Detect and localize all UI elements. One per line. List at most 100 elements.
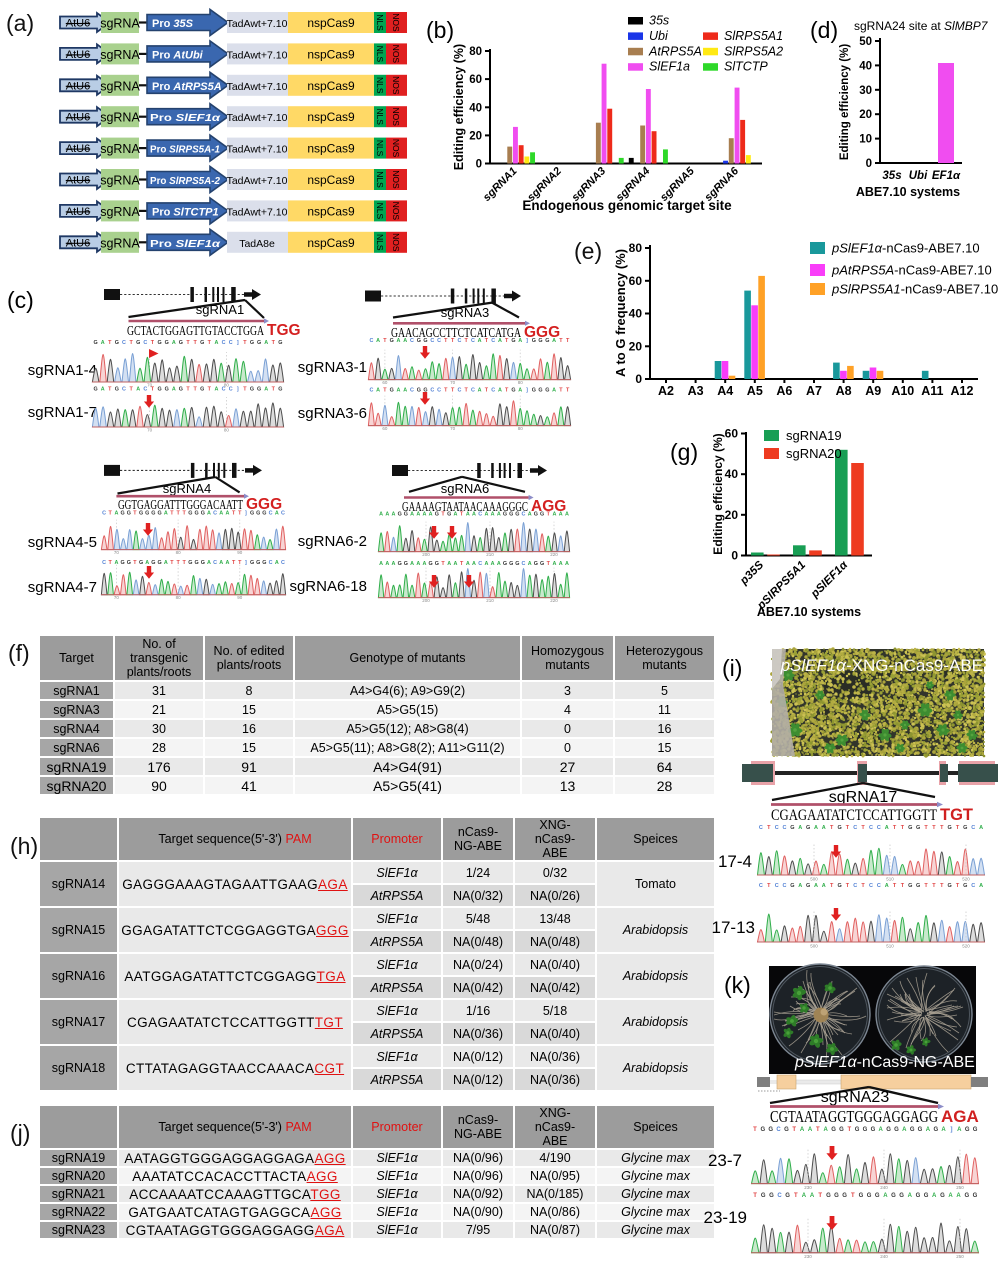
svg-text:NLS: NLS [375,171,385,188]
svg-text:C: C [522,511,526,517]
svg-text:G: G [250,560,254,566]
svg-text:ABE7.10 systems: ABE7.10 systems [856,185,960,199]
svg-text:T: T [108,387,112,393]
svg-text:TGG: TGG [267,322,301,339]
svg-text:A: A [498,388,502,394]
svg-text:T: T [193,387,197,393]
svg-text:NOS: NOS [391,107,401,126]
svg-text:Editing efficiency (%): Editing efficiency (%) [452,44,466,170]
svg-text:sgRNA: sgRNA [100,48,140,62]
svg-text:sgRNA6-2: sgRNA6-2 [298,533,367,550]
svg-text:A: A [528,561,532,567]
svg-text:A: A [416,561,420,567]
svg-text:GGTGAGGATTTGGGACAATT: GGTGAGGATTTGGGACAATT [118,498,243,513]
svg-text:A: A [453,511,457,517]
svg-text:T: T [109,560,113,566]
svg-text:70: 70 [147,383,153,388]
svg-text:G: G [262,510,266,516]
svg-text:C: C [410,388,414,394]
svg-text:G: G [423,338,427,344]
svg-text:A: A [101,340,105,346]
svg-text:A: A [379,561,383,567]
svg-text:TadA8e: TadA8e [239,238,275,250]
svg-text:T: T [183,560,187,566]
svg-text:T: T [441,511,445,517]
svg-text:C: C [122,387,126,393]
svg-text:A: A [214,340,218,346]
svg-text:A: A [478,338,482,344]
svg-text:30: 30 [859,85,872,97]
svg-text:C: C [222,387,226,393]
svg-text:G: G [165,340,169,346]
svg-text:A: A [172,340,176,346]
svg-text:A: A [385,511,389,517]
svg-text:T: T [238,510,242,516]
svg-text:NLS: NLS [375,77,385,94]
svg-text:210: 210 [486,552,494,557]
svg-text:A: A [498,338,502,344]
svg-text:sgRNA4: sgRNA4 [163,481,211,496]
svg-text:T: T [485,388,489,394]
svg-text:A: A [423,511,427,517]
svg-text:40: 40 [629,307,643,321]
svg-text:G: G [201,560,205,566]
svg-text:Ubi: Ubi [649,29,669,43]
svg-text:90: 90 [237,550,243,555]
svg-text:G: G [534,511,538,517]
svg-text:35s: 35s [882,170,901,182]
svg-text:40: 40 [469,102,482,114]
svg-text:AtU6: AtU6 [66,206,90,218]
svg-text:G: G [179,387,183,393]
svg-text:20: 20 [725,508,739,522]
svg-text:G: G [194,560,198,566]
svg-text:G: G [250,510,254,516]
svg-text:A: A [275,510,279,516]
svg-text:T: T [460,561,464,567]
svg-text:0: 0 [635,372,642,386]
svg-text:220: 220 [550,598,558,603]
svg-text:T: T [505,388,509,394]
svg-text:G: G [93,340,97,346]
svg-text:G: G [200,387,204,393]
svg-text:A10: A10 [891,384,914,398]
svg-text:NLS: NLS [375,14,385,31]
svg-text:T: T [133,560,137,566]
svg-text:60: 60 [629,274,643,288]
svg-text:A: A [565,561,569,567]
svg-text:A: A [207,510,211,516]
svg-text:Editing efficiency (%): Editing efficiency (%) [711,433,725,554]
svg-text:C: C [122,340,126,346]
svg-text:A: A [518,388,522,394]
svg-text:G: G [136,340,140,346]
svg-text:AtU6: AtU6 [66,112,90,124]
svg-text:T: T [129,340,133,346]
svg-text:Pro SlRPS5A-2: Pro SlRPS5A-2 [150,175,220,187]
svg-text:G: G [120,560,124,566]
svg-text:A: A [528,511,532,517]
svg-text:C: C [369,388,373,394]
svg-text:C: C [437,338,441,344]
svg-text:G: G [545,388,549,394]
svg-text:nspCas9: nspCas9 [307,204,355,218]
svg-text:A: A [491,561,495,567]
svg-text:TadAwt+7.10: TadAwt+7.10 [227,18,288,30]
svg-text:G: G [188,510,192,516]
svg-text:sgRNA1-7: sgRNA1-7 [28,404,97,421]
svg-text:10: 10 [859,134,872,146]
svg-text:sgRNA: sgRNA [100,142,140,156]
svg-text:A: A [376,388,380,394]
svg-text:G: G [532,338,536,344]
svg-text:C: C [491,388,495,394]
svg-text:G: G [188,560,192,566]
svg-text:A: A [478,388,482,394]
svg-text:nspCas9: nspCas9 [307,47,355,61]
svg-text:G: G [179,340,183,346]
svg-text:A: A [164,510,168,516]
svg-text:T: T [176,510,180,516]
svg-text:T: T [108,340,112,346]
svg-text:A2: A2 [658,384,674,398]
svg-text:A: A [392,561,396,567]
svg-text:40: 40 [725,467,739,481]
svg-text:T: T [129,387,133,393]
svg-text:A: A [410,561,414,567]
